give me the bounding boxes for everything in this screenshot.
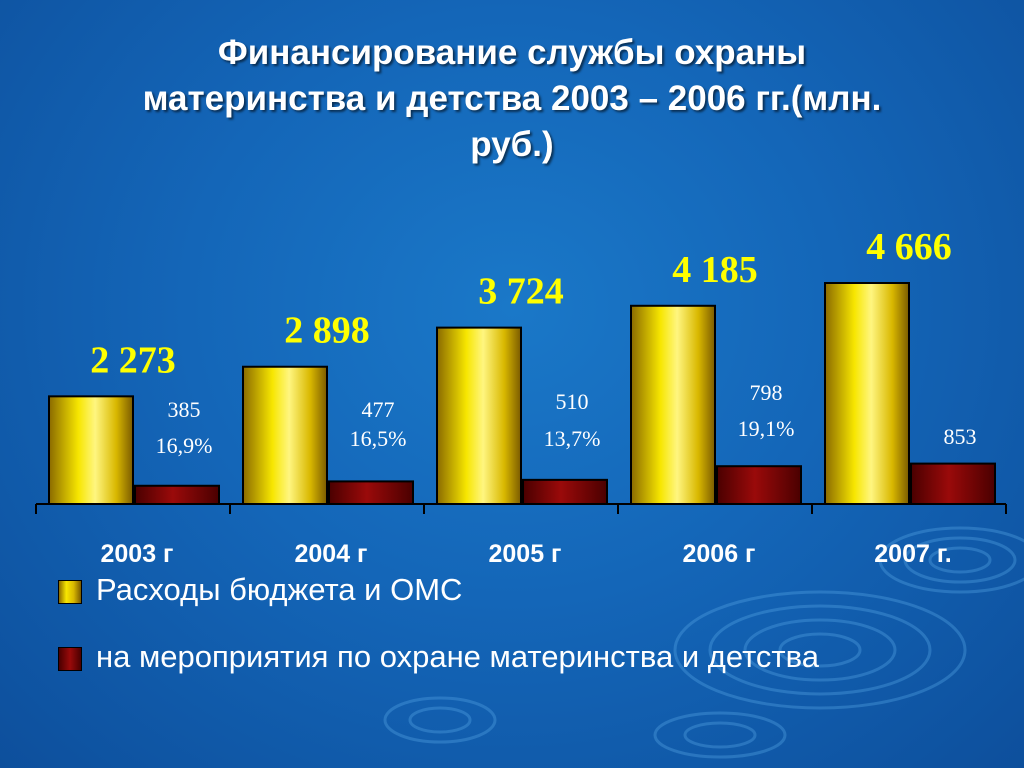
bar-mch <box>134 484 220 505</box>
x-tick-label: 2007 г. <box>874 540 951 568</box>
data-label-share: 19,1% <box>738 416 795 441</box>
data-label-mch: 385 <box>168 397 201 422</box>
legend-label-budget: Расходы бюджета и ОМС <box>96 572 463 607</box>
data-label-budget: 2 273 <box>90 339 176 381</box>
data-label-share: 16,5% <box>350 426 407 451</box>
data-label-mch: 477 <box>362 397 395 422</box>
data-label-budget: 3 724 <box>478 271 564 313</box>
legend-label-mch: на мероприятия по охране материнства и д… <box>96 639 819 674</box>
bar-budget <box>436 326 522 505</box>
x-tick-label: 2004 г <box>295 540 368 568</box>
x-tick-label: 2006 г <box>683 540 756 568</box>
bar-mch <box>716 465 802 506</box>
legend-swatch-budget <box>58 580 82 604</box>
x-axis <box>35 503 1007 514</box>
chart-title-line-1: Финансирование службы охраны <box>217 33 807 72</box>
chart-title-line-3: руб.) <box>470 125 554 164</box>
bar-budget <box>824 282 910 505</box>
bar-mch <box>328 480 414 505</box>
legend-swatch-mch <box>58 647 82 671</box>
bar-budget <box>630 304 716 505</box>
chart-title: Финансирование службы охраны материнства… <box>62 30 962 168</box>
bar-mch <box>522 478 608 506</box>
x-tick-label: 2005 г <box>489 540 562 568</box>
data-label-mch: 510 <box>556 389 589 414</box>
x-tick-label: 2003 г <box>101 540 174 568</box>
bar-budget <box>48 395 134 505</box>
data-label-budget: 4 666 <box>866 226 952 268</box>
data-label-share: 16,9% <box>156 433 213 458</box>
data-label-mch: 853 <box>944 424 977 449</box>
data-label-share: 13,7% <box>544 426 601 451</box>
data-label-budget: 4 185 <box>672 249 758 291</box>
bar-mch <box>910 462 996 505</box>
chart-title-line-2: материнства и детства 2003 – 2006 гг.(мл… <box>142 79 882 118</box>
data-label-mch: 798 <box>750 380 783 405</box>
data-label-budget: 2 898 <box>284 310 370 352</box>
bar-budget <box>242 365 328 505</box>
